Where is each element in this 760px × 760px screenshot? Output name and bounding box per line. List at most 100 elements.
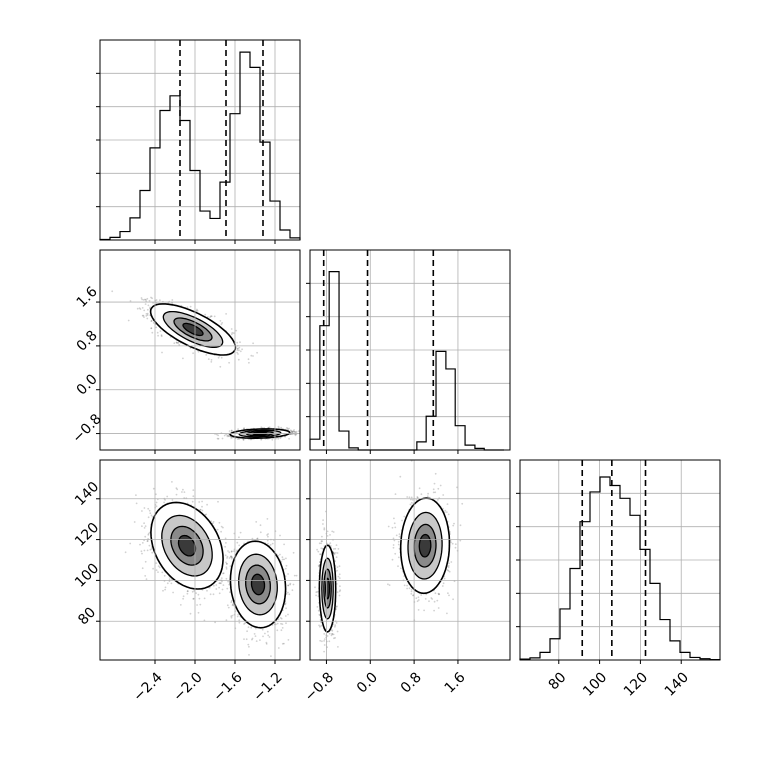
sample-point bbox=[157, 571, 159, 573]
sample-point bbox=[198, 597, 201, 600]
sample-point bbox=[206, 589, 208, 592]
sample-point bbox=[146, 317, 149, 320]
sample-point bbox=[275, 437, 277, 440]
sample-point bbox=[295, 430, 298, 433]
sample-point bbox=[255, 627, 257, 630]
sample-point bbox=[151, 331, 154, 334]
sample-point bbox=[181, 491, 183, 493]
sample-point bbox=[285, 557, 287, 560]
sample-point bbox=[143, 507, 146, 509]
sample-point bbox=[205, 354, 208, 356]
sample-point bbox=[222, 572, 224, 575]
sample-point bbox=[288, 427, 290, 430]
sample-point bbox=[146, 312, 149, 315]
sample-point bbox=[243, 427, 245, 430]
sample-point bbox=[192, 352, 195, 355]
sample-point bbox=[284, 567, 287, 570]
sample-point bbox=[288, 437, 290, 440]
sample-point bbox=[144, 303, 147, 305]
sample-point bbox=[279, 437, 282, 440]
sample-point bbox=[218, 592, 221, 595]
sample-point bbox=[217, 434, 220, 437]
sample-point bbox=[138, 307, 141, 309]
sample-point bbox=[287, 591, 289, 594]
sample-point bbox=[147, 304, 150, 307]
histogram-step bbox=[309, 271, 504, 451]
sample-point bbox=[147, 516, 150, 519]
sample-point bbox=[155, 493, 157, 496]
sample-point bbox=[280, 629, 283, 632]
sample-point bbox=[267, 426, 270, 429]
sample-point bbox=[146, 297, 149, 300]
sample-point bbox=[175, 493, 178, 496]
sample-point bbox=[141, 552, 143, 555]
sample-point bbox=[267, 634, 270, 637]
sample-point bbox=[124, 551, 127, 554]
sample-point bbox=[205, 513, 208, 516]
sample-point bbox=[210, 520, 213, 523]
sample-point bbox=[226, 434, 229, 437]
histogram-panel-1 bbox=[306, 249, 511, 454]
sample-point bbox=[182, 357, 184, 360]
sample-point bbox=[144, 560, 147, 563]
sample-point bbox=[214, 621, 217, 624]
sample-point bbox=[247, 626, 250, 629]
sample-point bbox=[227, 550, 229, 552]
sample-point bbox=[199, 509, 202, 511]
sample-point bbox=[297, 430, 300, 432]
sample-point bbox=[220, 530, 223, 533]
sample-point bbox=[210, 315, 213, 318]
sample-point bbox=[156, 331, 159, 334]
sample-point bbox=[294, 431, 296, 433]
histogram-step bbox=[519, 476, 721, 661]
sample-point bbox=[291, 430, 294, 433]
sample-point bbox=[218, 582, 221, 585]
sample-point bbox=[218, 586, 221, 589]
sample-point bbox=[252, 342, 255, 345]
sample-point bbox=[285, 564, 288, 567]
sample-point bbox=[148, 299, 151, 302]
sample-point bbox=[142, 314, 145, 317]
sample-point bbox=[145, 313, 148, 315]
sample-point bbox=[236, 438, 239, 440]
sample-point bbox=[265, 641, 268, 644]
density-contour bbox=[182, 322, 204, 337]
sample-point bbox=[238, 346, 241, 349]
sample-point bbox=[252, 355, 254, 357]
sample-point bbox=[226, 435, 229, 438]
sample-point bbox=[237, 428, 240, 430]
sample-point bbox=[161, 351, 163, 354]
sample-point bbox=[217, 437, 220, 440]
sample-point bbox=[262, 635, 264, 638]
sample-point bbox=[186, 306, 189, 309]
sample-point bbox=[145, 315, 148, 317]
sample-point bbox=[266, 534, 268, 536]
sample-point bbox=[176, 488, 179, 491]
sample-point bbox=[281, 627, 284, 629]
sample-point bbox=[142, 299, 145, 301]
sample-point bbox=[230, 437, 233, 439]
sample-point bbox=[248, 361, 250, 364]
sample-point bbox=[143, 316, 145, 318]
sample-point bbox=[246, 630, 249, 633]
sample-point bbox=[141, 567, 144, 570]
sample-point bbox=[148, 509, 151, 512]
sample-point bbox=[232, 604, 235, 607]
sample-point bbox=[160, 334, 163, 336]
sample-point bbox=[219, 582, 222, 584]
sample-point bbox=[237, 613, 240, 616]
sample-point bbox=[277, 647, 280, 649]
sample-point bbox=[175, 341, 178, 344]
sample-point bbox=[225, 566, 228, 569]
sample-point bbox=[238, 536, 240, 539]
sample-point bbox=[267, 535, 269, 538]
sample-point bbox=[277, 437, 280, 440]
sample-point bbox=[284, 602, 287, 605]
sample-point bbox=[235, 329, 238, 332]
sample-point bbox=[281, 642, 284, 645]
sample-point bbox=[192, 489, 195, 491]
sample-point bbox=[230, 333, 233, 336]
sample-point bbox=[155, 299, 158, 301]
sample-point bbox=[206, 503, 209, 506]
sample-point bbox=[140, 550, 143, 553]
